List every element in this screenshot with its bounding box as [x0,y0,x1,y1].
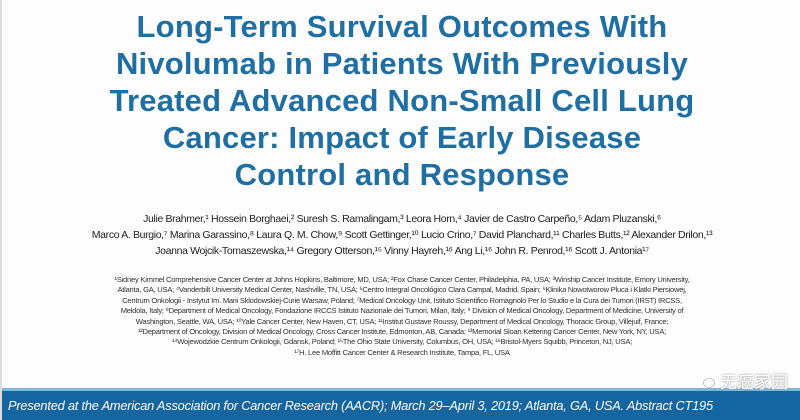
affiliation-line: Centrum Onkologii - Instytut Im. Marii S… [122,295,682,305]
watermark: 无癌家园 [696,368,788,393]
footer-text: Presented at the American Association fo… [8,398,713,413]
affiliation-line: Washington, Seattle, WA, USA; ¹⁰Yale Can… [135,316,669,326]
title-line: Treated Advanced Non-Small Cell Lung [109,83,695,118]
affiliation-line: ¹⁴Wojewodzkie Centrum Onkologii, Gdansk,… [171,337,632,347]
title-line: Long-Term Survival Outcomes With [136,9,668,44]
watermark-text: 无癌家园 [720,373,788,392]
author-line: Marco A. Burgio,⁷ Marina Garassino,⁸ Lau… [91,229,713,241]
author-line: Julie Brahmer,¹ Hossein Borghaei,² Sures… [143,213,661,225]
author-line: Joanna Wojcik-Tomaszewska,¹⁴ Gregory Ott… [155,245,649,257]
affiliation-line: ¹⁷H. Lee Moffitt Cancer Center & Researc… [294,347,510,357]
wechat-icon [696,373,715,388]
affiliation-line: ¹²Department of Oncology, Division of Me… [137,327,667,337]
footer-band: Presented at the American Association fo… [2,391,800,420]
affiliation-line: Atlanta, GA, USA; ⁴Vanderbilt University… [117,285,687,295]
affiliations: ¹Sidney Kimmel Comprehensive Cancer Cent… [2,275,800,358]
author-list: Julie Brahmer,¹ Hossein Borghaei,² Sures… [2,211,800,259]
affiliation-line: ¹Sidney Kimmel Comprehensive Cancer Cent… [114,275,690,284]
footer-divider [2,388,800,391]
title-line: Cancer: Impact of Early Disease [162,120,642,155]
slide-title: Long-Term Survival Outcomes With Nivolum… [2,8,800,193]
title-line: Control and Response [234,157,570,192]
affiliation-line: Meldola, Italy; ⁸Department of Medical O… [120,306,684,316]
title-line: Nivolumab in Patients With Previously [115,46,689,81]
